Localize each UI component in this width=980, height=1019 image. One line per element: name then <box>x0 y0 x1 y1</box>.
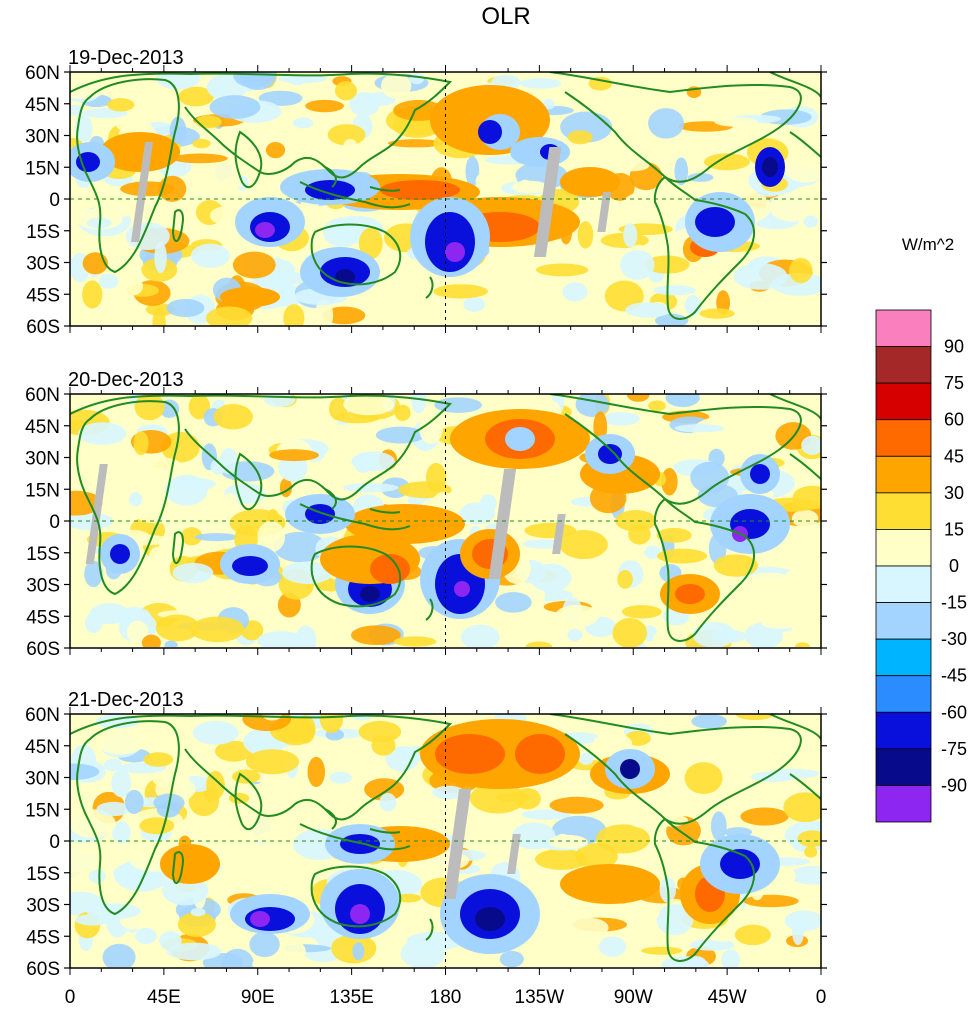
colorbar: 90 75 60 45 30 15 0 -15 -30 -45 -60 -75 -90 <box>875 309 967 823</box>
colorbar-units-label: W/m^2 <box>902 235 954 254</box>
latitude-label: 15N <box>25 158 60 179</box>
panel-date-label: 21-Dec-2013 <box>68 689 184 711</box>
colorbar-swatch <box>875 455 932 494</box>
map-panels: 19-Dec-201360N45N30N15N015S30S45S60S20-D… <box>25 47 827 980</box>
longitude-label: 0 <box>65 987 76 1008</box>
latitude-label: 60N <box>25 705 60 726</box>
colorbar-swatch <box>875 419 932 457</box>
latitude-label: 45N <box>25 737 60 758</box>
latitude-label: 0 <box>49 512 60 533</box>
latitude-label: 30N <box>25 127 60 148</box>
colorbar-swatch <box>875 565 932 603</box>
colorbar-swatch <box>875 529 932 567</box>
colorbar-tick-label: -75 <box>941 739 967 759</box>
latitude-label: 15S <box>26 222 60 243</box>
latitude-label: 15S <box>26 864 60 885</box>
latitude-label: 45S <box>26 607 60 628</box>
colorbar-tick-label: 0 <box>949 556 959 576</box>
latitude-label: 30N <box>25 769 60 790</box>
colorbar-tick-label: -45 <box>941 666 967 686</box>
latitude-label: 15N <box>25 480 60 501</box>
latitude-label: 60N <box>25 63 60 84</box>
colorbar-tick-label: 45 <box>944 446 964 466</box>
latitude-label: 30S <box>26 254 60 275</box>
longitude-label: 90W <box>614 987 653 1008</box>
longitude-label: 180 <box>430 987 462 1008</box>
latitude-label: 0 <box>49 190 60 211</box>
olr-anomaly-field <box>70 72 821 326</box>
latitude-label: 15S <box>26 544 60 565</box>
longitude-label: 45W <box>708 987 747 1008</box>
colorbar-swatch <box>875 382 932 421</box>
latitude-label: 30S <box>26 576 60 597</box>
figure-title: OLR <box>481 3 530 30</box>
colorbar-swatch <box>875 675 932 713</box>
longitude-label: 135W <box>515 987 565 1008</box>
latitude-label: 60S <box>26 317 60 338</box>
colorbar-swatch <box>875 748 932 786</box>
latitude-label: 30S <box>26 896 60 917</box>
colorbar-tick-label: 15 <box>944 519 964 539</box>
latitude-label: 45S <box>26 285 60 306</box>
colorbar-tick-label: -30 <box>941 629 967 649</box>
colorbar-tick-label: -60 <box>941 702 967 722</box>
latitude-label: 45S <box>26 927 60 948</box>
map-panel-3: 21-Dec-2013 60N 45N 30N 15N 0 15S 30S 45S 60S <box>25 689 827 980</box>
olr-anomaly-field <box>70 394 821 647</box>
colorbar-swatch <box>875 346 932 384</box>
colorbar-swatch <box>875 602 932 640</box>
longitude-label: 135E <box>329 987 373 1008</box>
colorbar-tick-label: -15 <box>941 593 967 613</box>
latitude-label: 15N <box>25 800 60 821</box>
colorbar-tick-label: 75 <box>944 373 964 393</box>
latitude-label: 45N <box>25 417 60 438</box>
colorbar-tick-label: 90 <box>944 337 964 357</box>
colorbar-tick-label: -90 <box>941 775 967 795</box>
latitude-label: 45N <box>25 95 60 116</box>
latitude-label: 60S <box>26 639 60 660</box>
longitude-label: 45E <box>147 987 181 1008</box>
latitude-label: 30N <box>25 449 60 470</box>
colorbar-swatch <box>875 711 932 750</box>
latitude-label: 0 <box>49 832 60 853</box>
latitude-label: 60N <box>25 385 60 406</box>
colorbar-tick-label: 30 <box>944 483 964 503</box>
colorbar-tick-label: 60 <box>944 410 964 430</box>
colorbar-swatch <box>875 309 932 347</box>
colorbar-swatch <box>875 492 932 530</box>
colorbar-swatch <box>875 638 932 677</box>
colorbar-swatch <box>875 785 932 823</box>
longitude-axis-labels: 0 45E 90E 135E 180 135W 90W 45W 0 <box>65 987 827 1008</box>
panel-date-label: 20-Dec-2013 <box>68 369 184 391</box>
longitude-label: 90E <box>241 987 275 1008</box>
panel-date-label: 19-Dec-2013 <box>68 47 184 69</box>
olr-anomaly-field <box>70 714 821 967</box>
longitude-label: 0 <box>816 987 827 1008</box>
map-panel-1: 19-Dec-2013 60N 45N 30N 15N 0 15S 30S 45S 60S <box>25 47 827 338</box>
latitude-label: 60S <box>26 959 60 980</box>
map-panel-2: 20-Dec-2013 60N 45N 30N 15N 0 15S 30S 45S 60S <box>25 369 827 660</box>
